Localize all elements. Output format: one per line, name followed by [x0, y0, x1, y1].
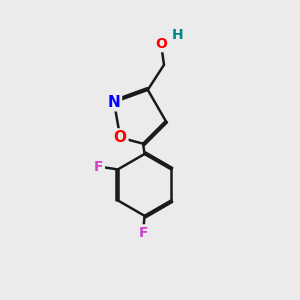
- Text: F: F: [138, 226, 148, 240]
- Text: O: O: [114, 130, 127, 145]
- Text: N: N: [108, 95, 120, 110]
- Text: H: H: [171, 28, 183, 42]
- Text: F: F: [94, 160, 104, 173]
- Text: O: O: [155, 37, 167, 51]
